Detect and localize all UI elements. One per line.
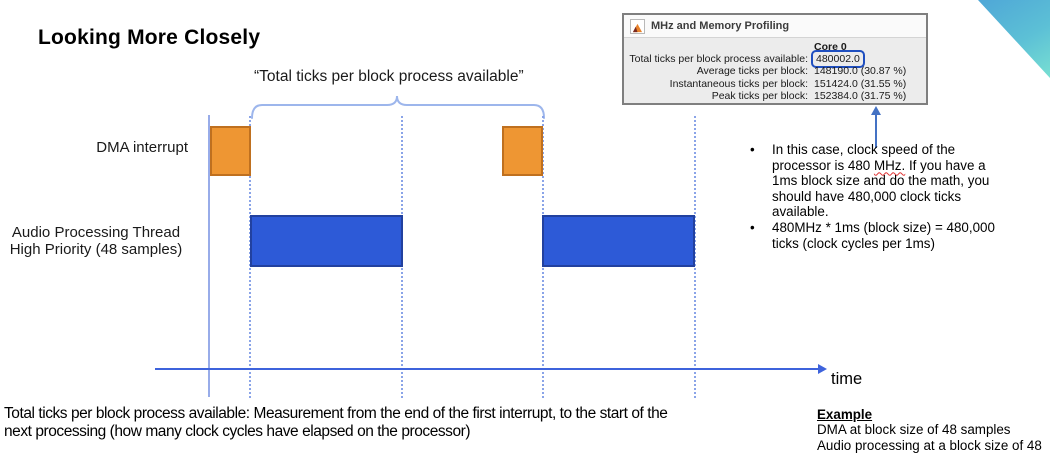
profiler-row-average: Average ticks per block: 148190.0 (30.87… (624, 65, 926, 77)
core-column-header: Core 0 (814, 41, 847, 53)
dma-row-label: DMA interrupt (96, 139, 188, 156)
time-axis-arrow-icon (818, 364, 827, 374)
example-heading: Example (817, 407, 873, 422)
spellcheck-underline: MHz. (873, 157, 906, 173)
brace-icon (251, 95, 545, 119)
profiler-row-label: Total ticks per block process available: (629, 53, 808, 66)
profiler-row-label: Peak ticks per block: (711, 89, 808, 102)
example-line2: Audio processing at a block size of 48 (817, 437, 1042, 453)
audio-row-label-line1: Audio Processing Thread (11, 224, 181, 241)
profiler-row-instantaneous: Instantaneous ticks per block: 151424.0 … (624, 78, 926, 90)
audio-processing-block-2 (542, 215, 695, 267)
guide-line-end-processing-2 (694, 116, 696, 398)
footer-definition: Total ticks per block process available:… (4, 405, 668, 441)
footer-line2: next processing (how many clock cycles h… (4, 423, 471, 440)
profiler-row-value: 148190.0 (30.87 %) (814, 65, 907, 78)
example-block: Example DMA at block size of 48 samples … (817, 407, 1042, 453)
example-line1: DMA at block size of 48 samples (817, 422, 1011, 438)
brace-label: “Total ticks per block process available… (254, 68, 524, 85)
time-axis-label: time (831, 370, 863, 388)
profiler-row-value: 151424.0 (31.55 %) (814, 77, 907, 90)
bullet-math: 480MHz * 1ms (block size) = 480,000 tick… (746, 220, 1012, 251)
profiler-panel: MHz and Memory Profiling Core 0 Total ti… (622, 13, 928, 105)
profiler-panel-header: MHz and Memory Profiling (624, 15, 926, 38)
matlab-icon (630, 18, 645, 34)
corner-decoration (978, 0, 1050, 78)
bullet-clock-speed: In this case, clock speed of the process… (746, 142, 1012, 220)
profiler-row-value: 152384.0 (31.75 %) (814, 89, 907, 102)
audio-processing-block-1 (250, 215, 403, 267)
profiler-panel-title: MHz and Memory Profiling (651, 20, 790, 32)
timeline-start-line (208, 115, 210, 397)
page-title: Looking More Closely (38, 26, 261, 49)
notes-list: In this case, clock speed of the process… (746, 142, 1012, 251)
dma-interrupt-block-1 (210, 126, 251, 176)
profiler-table: Core 0 Total ticks per block process ava… (624, 38, 926, 102)
profiler-header-row: Core 0 (624, 41, 926, 53)
pointer-arrow-icon (871, 106, 881, 115)
profiler-row-total: Total ticks per block process available:… (624, 50, 926, 69)
audio-row-label: Audio Processing Thread High Priority (4… (0, 224, 192, 258)
audio-row-label-line2: High Priority (48 samples) (9, 240, 183, 258)
highlighted-value: 480002.0 (811, 50, 865, 69)
footer-line1: Total ticks per block process available:… (4, 405, 668, 422)
profiler-row-label: Average ticks per block: (696, 65, 808, 78)
time-axis (155, 368, 821, 370)
profiler-row-peak: Peak ticks per block: 152384.0 (31.75 %) (624, 90, 926, 102)
pointer-arrow-stem (875, 114, 877, 148)
dma-interrupt-block-2 (502, 126, 543, 176)
profiler-row-label: Instantaneous ticks per block: (669, 77, 808, 90)
